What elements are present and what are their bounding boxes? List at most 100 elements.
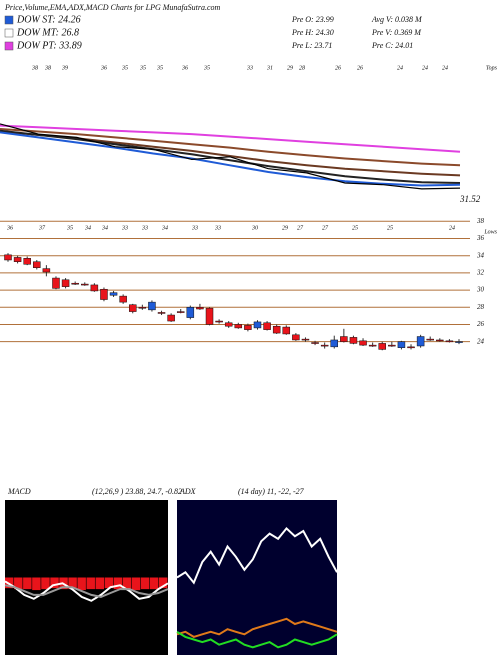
candle-body xyxy=(349,337,358,344)
last-label: 31.52 xyxy=(459,194,481,204)
y-tick-label: 38 xyxy=(476,217,485,225)
legend-label: DOW ST: 24.26 xyxy=(16,14,81,25)
candle-body xyxy=(81,283,89,286)
stat-label: Pre V: 0.369 M xyxy=(371,28,422,37)
page-title: Price,Volume,EMA,ADX,MACD Charts for LPG… xyxy=(4,3,221,12)
candle-body xyxy=(234,324,243,329)
top-label: 35 xyxy=(139,65,146,71)
candle-body xyxy=(52,277,60,289)
legend-label: DOW MT: 26.8 xyxy=(16,27,79,38)
lows-label: Lows xyxy=(483,229,497,235)
top-label: 24 xyxy=(442,64,448,71)
top-label: 38 xyxy=(31,65,38,71)
low-label: 34 xyxy=(101,224,108,231)
y-tick-label: 28 xyxy=(477,303,485,311)
candle-body xyxy=(100,288,108,300)
top-label: 28 xyxy=(299,65,305,71)
legend-swatch xyxy=(4,15,14,25)
histogram-bar xyxy=(95,577,105,590)
stat-label: Avg V: 0.038 M xyxy=(371,15,423,24)
stat-label: Pre H: 24.30 xyxy=(291,28,334,37)
candle-body xyxy=(61,279,70,287)
candle-body xyxy=(42,268,51,273)
low-label: 35 xyxy=(66,225,73,231)
low-label: 33 xyxy=(141,225,148,231)
candle-body xyxy=(311,342,319,344)
y-tick-label: 32 xyxy=(476,269,485,277)
candle-body xyxy=(263,322,271,330)
candle-body xyxy=(196,307,204,310)
legend-swatch xyxy=(4,28,14,38)
candle-body xyxy=(4,254,12,261)
stat-label: Pre O: 23.99 xyxy=(291,15,334,24)
legend-swatch xyxy=(4,41,14,51)
candle-body xyxy=(330,339,339,348)
candle-body xyxy=(138,307,147,309)
series-line xyxy=(0,129,461,184)
top-label: 24 xyxy=(422,64,428,71)
series-line xyxy=(4,580,169,602)
candle-body xyxy=(426,338,434,341)
series-line xyxy=(0,124,461,153)
candle-body xyxy=(397,341,406,348)
panel-subtitle: (12,26,9 ) 23.88, 24.7, -0.82 xyxy=(92,487,182,496)
low-label: 33 xyxy=(191,225,198,231)
legend-label: DOW PT: 33.89 xyxy=(16,40,82,51)
histogram-bar xyxy=(122,577,132,590)
candle-body xyxy=(33,261,41,268)
candle-body xyxy=(244,325,252,330)
candle-body xyxy=(292,334,300,341)
candle-body xyxy=(186,307,195,318)
candle-body xyxy=(90,284,99,292)
tops-label: Tops xyxy=(486,65,498,71)
candle-body xyxy=(71,282,79,285)
candle-body xyxy=(282,326,291,335)
candle-body xyxy=(148,301,156,311)
candle-body xyxy=(253,321,262,329)
histogram-bar xyxy=(131,577,141,591)
histogram-bar xyxy=(104,577,114,589)
candle-body xyxy=(128,304,137,312)
top-label: 35 xyxy=(156,65,163,71)
candle-body xyxy=(167,314,175,322)
y-tick-label: 34 xyxy=(476,251,485,259)
low-label: 36 xyxy=(6,225,13,231)
candle-body xyxy=(368,344,377,347)
candle-body xyxy=(13,257,22,262)
histogram-bar xyxy=(140,577,150,590)
low-label: 30 xyxy=(251,225,258,231)
candle-body xyxy=(378,343,386,350)
y-tick-label: 26 xyxy=(477,320,485,328)
histogram-bar xyxy=(68,577,77,590)
candle-body xyxy=(340,336,348,342)
low-label: 34 xyxy=(84,224,91,231)
panel-title: ADX xyxy=(179,487,197,496)
top-label: 29 xyxy=(287,65,293,71)
candle-body xyxy=(407,346,415,349)
candle-body xyxy=(224,322,233,327)
top-label: 31 xyxy=(266,65,273,71)
panel-subtitle: (14 day) 11, -22, -27 xyxy=(238,487,305,496)
low-label: 29 xyxy=(282,225,288,231)
top-label: 36 xyxy=(181,65,188,71)
candle-body xyxy=(359,340,367,346)
candle-body xyxy=(205,307,214,325)
top-label: 26 xyxy=(357,65,363,71)
stat-label: Pre C: 24.01 xyxy=(371,41,413,50)
candle-body xyxy=(157,312,166,314)
histogram-bar xyxy=(23,577,32,590)
series-line xyxy=(176,630,338,649)
low-label: 25 xyxy=(352,225,358,231)
candle-body xyxy=(176,311,185,313)
low-label: 27 xyxy=(322,225,329,231)
top-label: 26 xyxy=(335,65,341,71)
low-label: 34 xyxy=(161,224,168,231)
candle-body xyxy=(301,338,310,341)
histogram-bar xyxy=(149,577,159,590)
top-label: 35 xyxy=(121,65,128,71)
histogram-bar xyxy=(32,577,41,591)
low-label: 37 xyxy=(38,225,46,231)
histogram-bar xyxy=(158,577,168,589)
low-label: 25 xyxy=(387,225,393,231)
